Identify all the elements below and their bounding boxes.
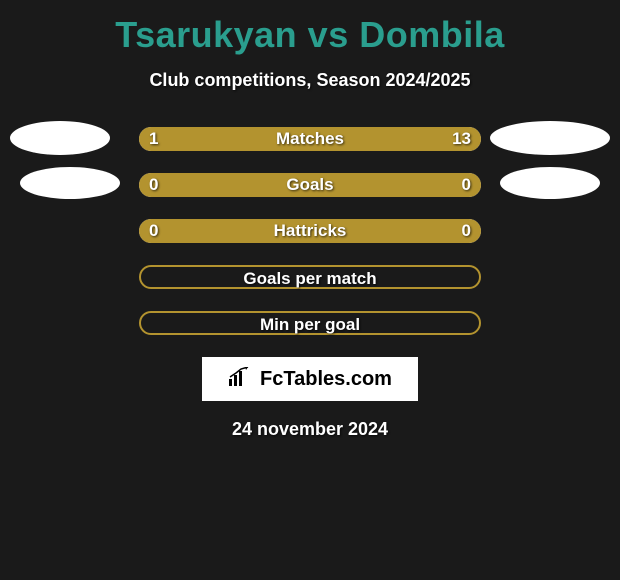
stat-label: Goals per match <box>141 267 479 291</box>
stat-label: Hattricks <box>139 219 481 243</box>
player-avatar <box>500 167 600 199</box>
player-avatar <box>10 121 110 155</box>
chart-icon <box>228 367 254 392</box>
subtitle: Club competitions, Season 2024/2025 <box>0 70 620 91</box>
logo-box: FcTables.com <box>202 357 418 401</box>
stat-row: Goals per match <box>139 265 481 289</box>
stat-row: 00Hattricks <box>139 219 481 243</box>
stat-label: Min per goal <box>141 313 479 337</box>
stat-label: Goals <box>139 173 481 197</box>
stat-row: 00Goals <box>139 173 481 197</box>
stat-row: 113Matches <box>139 127 481 151</box>
stat-label: Matches <box>139 127 481 151</box>
page-title: Tsarukyan vs Dombila <box>0 0 620 56</box>
stats-area: 113Matches 00Goals 00Hattricks Goals per ma… <box>0 127 620 335</box>
player-avatar <box>490 121 610 155</box>
logo-text: FcTables.com <box>260 368 392 391</box>
title-text: Tsarukyan vs Dombila <box>115 14 504 55</box>
date-text: 24 november 2024 <box>0 419 620 440</box>
player-avatar <box>20 167 120 199</box>
stat-row: Min per goal <box>139 311 481 335</box>
